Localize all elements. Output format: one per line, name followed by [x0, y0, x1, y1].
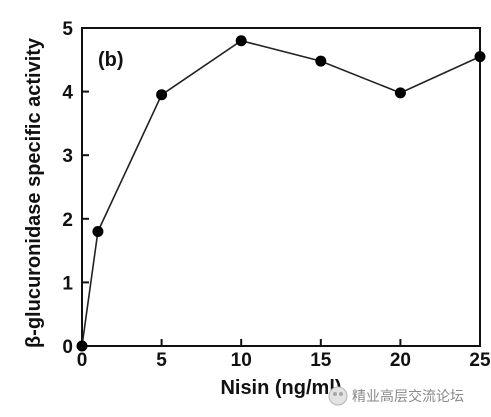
- y-tick-label: 3: [62, 146, 73, 167]
- x-tick-label: 20: [390, 350, 411, 371]
- watermark-icon: [328, 386, 348, 406]
- data-point: [92, 226, 104, 238]
- y-tick-label: 4: [62, 83, 73, 104]
- series-line: [81, 39, 481, 347]
- y-tick-label: 2: [62, 210, 73, 231]
- data-point: [76, 340, 88, 352]
- series-group: [76, 35, 486, 352]
- x-axis-label: Nisin (ng/ml): [220, 377, 341, 399]
- y-axis-label: β-glucuronidase specific activity: [23, 37, 45, 348]
- watermark: 精业高层交流论坛: [328, 386, 464, 406]
- axis-ticks: [81, 27, 481, 347]
- data-point: [474, 51, 486, 63]
- y-tick-label: 5: [62, 19, 73, 40]
- plot-area: [81, 27, 481, 347]
- panel-label: (b): [98, 49, 124, 71]
- data-point: [235, 35, 247, 47]
- data-point: [156, 89, 168, 101]
- watermark-text: 精业高层交流论坛: [352, 388, 464, 405]
- x-tick-label: 5: [156, 350, 167, 371]
- x-tick-label: 25: [469, 350, 491, 371]
- plot-frame: [81, 27, 481, 347]
- y-tick-label: 1: [62, 273, 73, 294]
- axis-tick-labels: 0 5 10 15 20 25 0 1 2 3 4 5: [62, 19, 491, 371]
- data-point: [394, 87, 406, 99]
- x-tick-label: 10: [231, 350, 252, 371]
- watermark-icon-dot: [333, 392, 337, 396]
- y-tick-label: 0: [62, 337, 73, 358]
- x-tick-label: 15: [310, 350, 332, 371]
- x-tick-label: 0: [77, 350, 88, 371]
- watermark-icon-dot: [339, 392, 343, 396]
- data-point: [315, 55, 327, 67]
